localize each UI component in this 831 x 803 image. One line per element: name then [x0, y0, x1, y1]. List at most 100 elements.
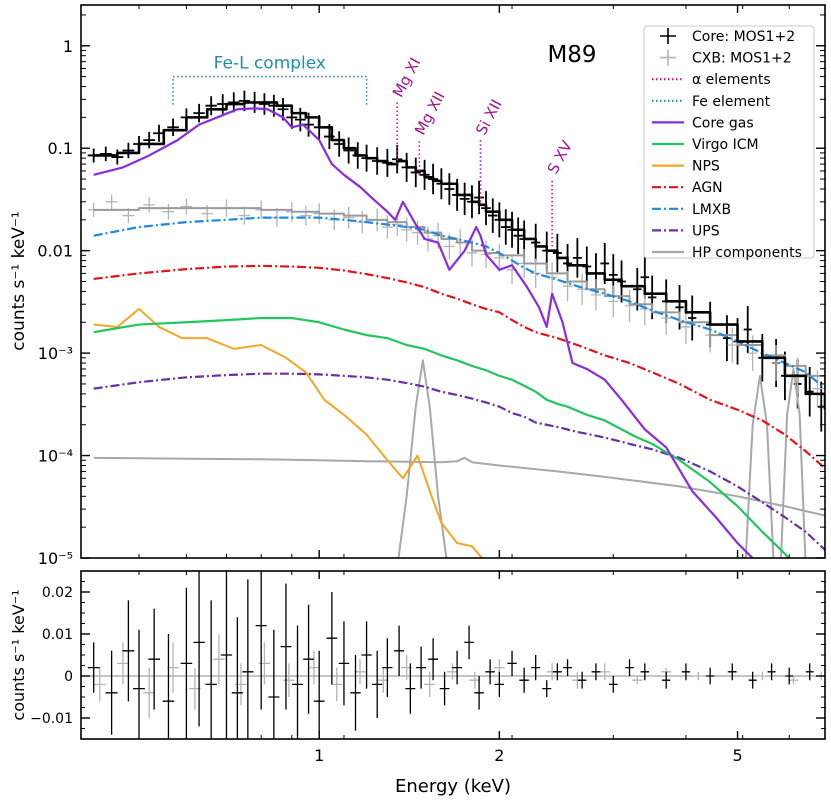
residual-point [220, 571, 233, 739]
series-hp-line-1-49-kev [397, 359, 448, 558]
y-tick-label: 1 [63, 37, 73, 56]
data-point [572, 238, 582, 278]
residual-point [599, 663, 610, 681]
residual-point [87, 642, 100, 693]
data-point [624, 289, 635, 322]
legend-box [643, 25, 815, 259]
fe-l-label: Fe-L complex [214, 54, 326, 74]
legend-item: LMXB [652, 202, 731, 218]
residual-point [416, 646, 427, 689]
residual-point [213, 634, 225, 685]
data-point [294, 107, 306, 132]
residual-point [258, 642, 271, 685]
legend-item: CXB: MOS1+2 [660, 49, 792, 67]
series-virgo-icm [93, 316, 790, 558]
spectrum-frame [80, 4, 826, 559]
data-point [444, 173, 455, 205]
legend-label: LMXB [692, 202, 731, 218]
data-point [228, 92, 240, 113]
y-tick-label: 10⁻⁴ [38, 447, 73, 466]
data-point [681, 309, 691, 344]
series-hp-line-5-4-kev [744, 374, 775, 558]
residual-point [474, 676, 484, 710]
residual-point [326, 592, 338, 685]
residual-point [354, 659, 366, 685]
data-point [474, 180, 484, 215]
x-tick-label: 5 [732, 746, 742, 765]
residual-point [608, 676, 618, 693]
data-point [99, 146, 112, 162]
residual-point [303, 604, 314, 714]
residual-point [405, 663, 416, 714]
residual-point [640, 663, 650, 681]
data-point [639, 292, 650, 326]
x-tick-label: 2 [494, 746, 504, 765]
residual-point [280, 583, 292, 710]
legend-swatch [660, 49, 676, 66]
legend-item: NPS [652, 159, 720, 175]
residual-point [531, 655, 541, 681]
residual-point [122, 600, 135, 702]
legend-item: α elements [652, 72, 771, 88]
y-tick-label: 0 [64, 669, 73, 685]
series-hp-line-6-1-kev [779, 367, 807, 558]
residual-point [331, 667, 343, 702]
series-core-gas [93, 107, 754, 558]
data-point [205, 96, 217, 116]
data-point [105, 194, 118, 210]
residual-point [162, 634, 175, 739]
residual-point [757, 671, 768, 681]
legend-label: Core: MOS1+2 [692, 29, 795, 45]
residual-point [308, 650, 320, 685]
residual-point [242, 579, 254, 739]
residuals-panel: 1 2 5 0.02 0.01 0 −0.01 counts s⁻¹ keV⁻¹ Energ… [9, 570, 826, 797]
legend-item: UPS [652, 223, 720, 239]
y-tick-label: 0.02 [42, 585, 73, 601]
residual-point [748, 671, 757, 689]
residual-point [625, 659, 634, 676]
series-core-model [93, 101, 825, 410]
data-point [501, 209, 511, 245]
series-lmxb [93, 216, 825, 390]
residual-point [372, 650, 383, 718]
data-point [513, 217, 523, 254]
residual-point [464, 625, 474, 660]
residual-point [577, 671, 587, 689]
data-point [494, 243, 505, 272]
residual-point [167, 642, 179, 693]
data-point [162, 203, 175, 220]
residual-point [447, 663, 458, 681]
residual-point [116, 642, 129, 685]
residuals-plot-area [81, 571, 825, 739]
residual-point [507, 650, 517, 676]
legend-label: Fe element [692, 94, 771, 110]
legend-item: Fe element [652, 94, 771, 110]
data-point [771, 345, 781, 382]
residual-point [706, 667, 715, 685]
residual-point [563, 659, 572, 676]
residual-point [785, 667, 794, 685]
residual-point [255, 571, 267, 710]
data-point [688, 295, 697, 341]
legend-item: Core gas [652, 115, 754, 131]
residual-point [133, 629, 145, 739]
series-hp-components [93, 456, 825, 517]
legend-item: HP components [652, 245, 802, 261]
x-axis-label: Energy (keV) [395, 776, 511, 797]
residual-point [283, 663, 295, 697]
series-ups [93, 372, 825, 551]
spectrum-y-axis-label: counts s⁻¹ keV⁻¹ [9, 211, 29, 350]
legend-swatch [660, 28, 676, 44]
legend-label: HP components [692, 245, 802, 261]
line-label: Mg XII [411, 89, 449, 138]
legend-item: AGN [652, 180, 723, 196]
chart-title: M89 [547, 42, 596, 68]
legend-label: Virgo ICM [692, 137, 759, 153]
legend-label: α elements [692, 72, 771, 88]
residual-point [591, 663, 601, 681]
legend-label: UPS [692, 223, 720, 239]
data-point [238, 206, 251, 225]
